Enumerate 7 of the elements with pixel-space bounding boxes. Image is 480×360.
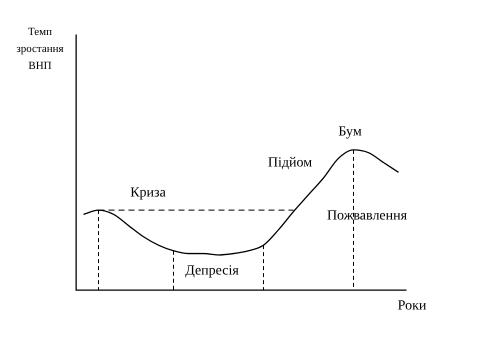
annotation: Підйом [268, 156, 312, 171]
x-axis-title: Роки [398, 298, 427, 314]
text: Бум [338, 124, 362, 140]
annotation: Депресія [185, 264, 240, 279]
annotation: Пожвавлення [326, 208, 408, 224]
annotation: Криза [130, 186, 167, 201]
text: Темп зростання ВНП [16, 26, 64, 72]
